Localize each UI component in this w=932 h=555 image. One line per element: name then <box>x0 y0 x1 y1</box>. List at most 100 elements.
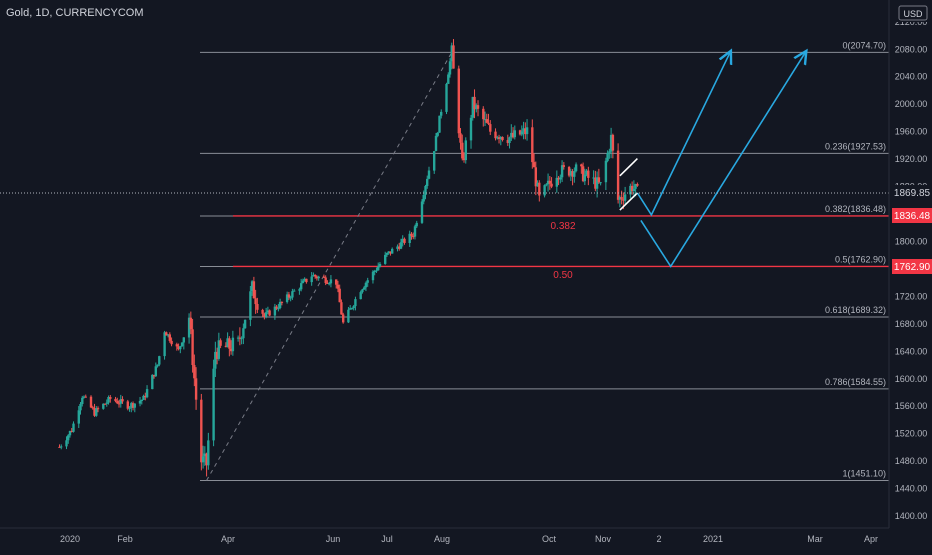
candle-body <box>562 165 565 167</box>
time-tick: 2021 <box>703 534 723 544</box>
candle-body <box>228 338 231 349</box>
candles <box>58 39 639 477</box>
candle-body <box>60 446 63 448</box>
candle-body <box>366 280 369 283</box>
channel-upper-line[interactable] <box>619 158 638 177</box>
candle-body <box>314 274 317 277</box>
candle-body <box>194 378 198 400</box>
candle-body <box>256 304 259 310</box>
candle-body <box>82 396 86 398</box>
candle-body <box>574 164 578 172</box>
candle-body <box>611 134 615 151</box>
candle-body <box>116 401 119 404</box>
candle-body <box>573 171 576 177</box>
candle-body <box>524 128 527 135</box>
fib-trend-line[interactable] <box>206 52 453 481</box>
candle-body <box>387 251 390 253</box>
candle-body <box>420 201 424 223</box>
candle-body <box>340 302 343 315</box>
candle-body <box>133 403 136 408</box>
candle-body <box>422 195 425 202</box>
candle-body <box>285 294 289 303</box>
horizontal-levels[interactable] <box>233 215 889 268</box>
candle-body <box>91 407 94 409</box>
candle-body <box>389 251 392 254</box>
projection-arrow[interactable] <box>636 52 730 217</box>
candle-body <box>193 365 196 379</box>
candle-body <box>494 131 497 139</box>
channel-lower-line[interactable] <box>619 192 638 211</box>
candle-body <box>476 105 480 109</box>
fibonacci-retracement[interactable]: 0(2074.70) 0.236(1927.53) 0.382(1836.48) 0.… <box>200 40 889 481</box>
fib-level-label: 1(1451.10) <box>842 469 886 479</box>
candle-body <box>303 278 306 281</box>
time-tick: Aug <box>434 534 450 544</box>
candle-body <box>445 83 448 112</box>
candle-body <box>469 117 473 141</box>
candle-body <box>545 184 548 186</box>
candle-body <box>301 280 305 283</box>
candle-body <box>595 177 599 189</box>
candle-body <box>226 338 229 348</box>
candle-body <box>224 345 228 348</box>
price-tick: 2040.00 <box>895 72 928 82</box>
candle-body <box>107 397 110 403</box>
candle-body <box>72 423 75 432</box>
candle-body <box>347 309 350 323</box>
candle-body <box>609 134 613 152</box>
candle-body <box>550 183 553 187</box>
candle-body <box>81 397 84 404</box>
candle-body <box>240 338 243 340</box>
candle-body <box>151 374 154 390</box>
candle-body <box>475 105 478 110</box>
candle-body <box>567 167 571 176</box>
price-tick: 1640.00 <box>895 346 928 356</box>
flag-channel[interactable] <box>619 158 638 211</box>
candle-body <box>324 277 327 283</box>
candle-body <box>629 185 632 195</box>
candle-body <box>457 68 460 134</box>
projection-arrows[interactable] <box>636 52 806 268</box>
candle-body <box>364 282 368 288</box>
price-tick: 1520.00 <box>895 429 928 439</box>
time-tick-labels: 2020 Feb Apr Jun Jul Aug Oct Nov 2 2021 Mar Apr <box>60 534 878 544</box>
candle-body <box>438 115 441 133</box>
candle-body <box>538 182 541 196</box>
candle-body <box>630 185 634 191</box>
candle-body <box>606 153 609 161</box>
candle-body <box>632 188 636 191</box>
candle-body <box>280 301 284 303</box>
price-marker-1836-box <box>892 208 932 223</box>
candle-body <box>268 310 271 316</box>
candle-body <box>300 283 303 290</box>
candle-body <box>410 233 413 237</box>
time-axis[interactable]: 2020 Feb Apr Jun Jul Aug Oct Nov 2 2021 Mar Apr <box>0 527 889 544</box>
candle-body <box>510 132 513 138</box>
candle-body <box>207 440 210 466</box>
candle-body <box>128 407 131 409</box>
candle-body <box>434 135 438 152</box>
time-tick: Oct <box>542 534 557 544</box>
candle-body <box>599 182 602 184</box>
candle-body <box>126 401 129 409</box>
candle-body <box>187 317 191 338</box>
candle-body <box>532 162 536 168</box>
candle-body <box>121 399 124 402</box>
projection-arrow[interactable] <box>640 52 806 268</box>
candle-body <box>377 266 380 271</box>
candle-body <box>412 236 415 238</box>
candle-body <box>114 398 117 402</box>
price-axis[interactable]: 2120.002080.002040.002000.001960.001920.… <box>888 0 932 528</box>
candle-body <box>168 334 171 341</box>
candle-body <box>452 45 455 69</box>
currency-badge[interactable] <box>898 5 928 21</box>
candle-body <box>371 271 375 281</box>
candle-body <box>305 278 308 283</box>
candle-body <box>342 314 345 323</box>
candle-body <box>65 440 68 447</box>
candle-body <box>569 171 572 176</box>
candle-body <box>177 346 180 350</box>
candle-body <box>391 248 394 254</box>
